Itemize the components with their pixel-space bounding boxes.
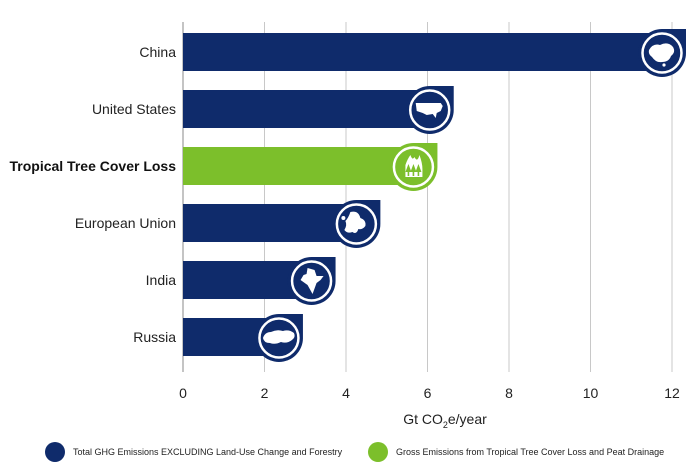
category-label-india: India [146, 272, 177, 288]
x-tick-label: 10 [583, 385, 599, 401]
category-labels: China United States Tropical Tree Cover Lo… [9, 44, 176, 345]
x-tick-label: 2 [261, 385, 269, 401]
legend-swatch [368, 442, 388, 462]
legend: Total GHG Emissions EXCLUDING Land-Use C… [45, 442, 664, 462]
bar-china [183, 33, 672, 71]
x-tick-label: 6 [424, 385, 432, 401]
grid-lines [182, 22, 673, 372]
x-tick-label: 8 [505, 385, 513, 401]
category-label-tropical-tree-cover-loss: Tropical Tree Cover Loss [9, 158, 176, 174]
bar-united-states [183, 90, 440, 128]
x-tick-label: 12 [664, 385, 680, 401]
bars [183, 29, 686, 362]
legend-label: Gross Emissions from Tropical Tree Cover… [396, 447, 664, 457]
category-label-china: China [139, 44, 176, 60]
forest-fire-icon [389, 143, 438, 191]
x-tick-labels: 0 2 4 6 8 10 12 [179, 385, 680, 401]
category-label-united-states: United States [92, 101, 176, 117]
category-label-russia: Russia [133, 329, 176, 345]
x-tick-label: 4 [342, 385, 350, 401]
category-label-european-union: European Union [75, 215, 176, 231]
x-axis-title: Gt CO2e/year [403, 411, 487, 430]
bar-tropical-tree-cover-loss [183, 147, 424, 185]
legend-label: Total GHG Emissions EXCLUDING Land-Use C… [73, 447, 343, 457]
eu-map-icon [332, 200, 381, 249]
legend-swatch [45, 442, 65, 462]
x-tick-label: 0 [179, 385, 187, 401]
china-map-icon [638, 29, 686, 77]
russia-map-icon [254, 314, 303, 362]
india-map-icon [287, 257, 336, 305]
usa-map-icon [405, 86, 454, 134]
